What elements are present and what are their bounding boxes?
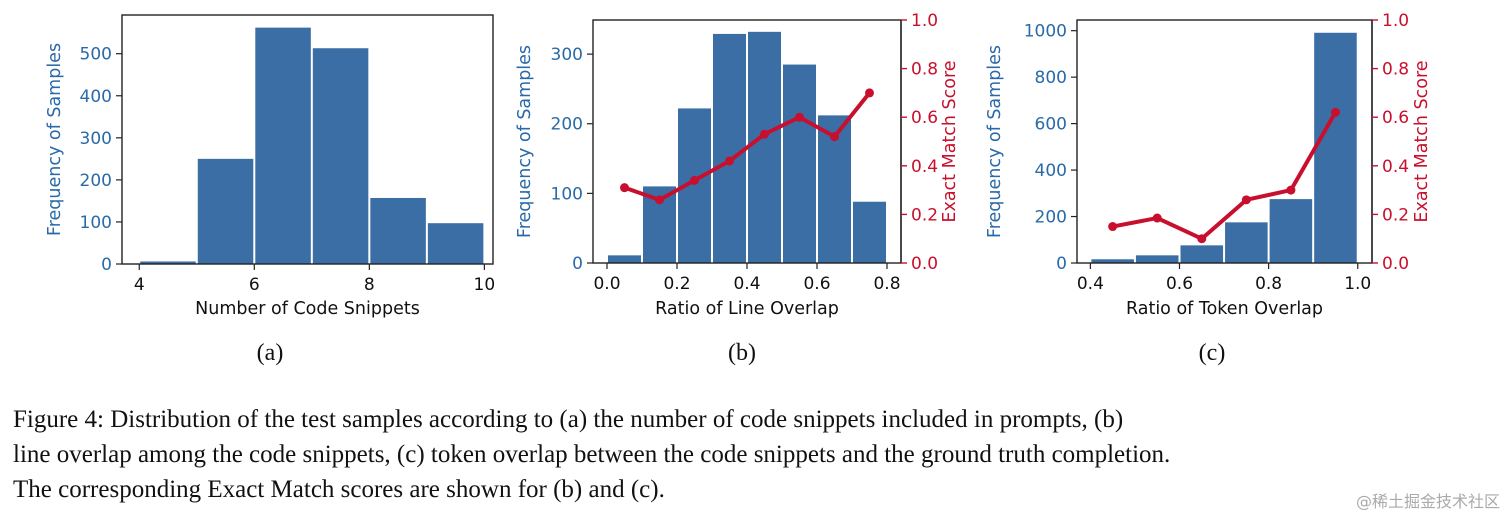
histogram-bar bbox=[255, 27, 311, 265]
y2-tick-label: 1.0 bbox=[911, 11, 938, 31]
x-tick-label: 0.4 bbox=[733, 274, 760, 294]
x-axis-label: Ratio of Line Overlap bbox=[655, 299, 839, 319]
histogram-bar bbox=[1314, 32, 1357, 263]
y-tick-label: 500 bbox=[80, 45, 112, 65]
panel-label: (a) bbox=[257, 340, 284, 366]
x-tick-label: 10 bbox=[474, 275, 496, 295]
y-tick-label: 300 bbox=[551, 45, 583, 65]
caption-line: Figure 4: Distribution of the test sampl… bbox=[13, 406, 1124, 433]
y-tick-label: 200 bbox=[551, 115, 583, 135]
x-axis-label: Ratio of Token Overlap bbox=[1126, 299, 1323, 319]
exact-match-point bbox=[1241, 195, 1251, 205]
exact-match-point bbox=[1330, 107, 1340, 117]
histogram-bar bbox=[140, 261, 196, 264]
y2-tick-label: 0.6 bbox=[911, 108, 938, 128]
y-tick-label: 0 bbox=[1056, 254, 1067, 274]
y-tick-label: 100 bbox=[551, 184, 583, 204]
histogram-bar bbox=[370, 197, 426, 264]
histogram-bar bbox=[197, 158, 254, 264]
caption-line: The corresponding Exact Match scores are… bbox=[13, 476, 665, 503]
exact-match-point bbox=[1152, 213, 1162, 223]
x-tick-label: 6 bbox=[249, 275, 260, 295]
exact-match-point bbox=[725, 156, 734, 166]
x-tick-label: 4 bbox=[134, 275, 145, 295]
exact-match-point bbox=[865, 88, 874, 98]
exact-match-point bbox=[1286, 185, 1296, 195]
y-tick-label: 0 bbox=[572, 254, 583, 274]
x-axis-label: Number of Code Snippets bbox=[195, 299, 420, 319]
exact-match-point bbox=[655, 195, 664, 205]
histogram-bar bbox=[312, 48, 369, 264]
chart-panel-b: 0.0 0.2 0.4 0.6 0.8 0 100 200 300 Ratio of Line O… bbox=[515, 11, 960, 366]
y2-tick-label: 0.2 bbox=[911, 205, 938, 225]
y-tick-label: 100 bbox=[80, 213, 112, 233]
exact-match-point bbox=[795, 112, 804, 122]
x-tick-label: 0.0 bbox=[593, 274, 620, 294]
exact-match-point bbox=[1197, 234, 1207, 244]
exact-match-line bbox=[623, 91, 872, 202]
x-tick-label: 0.2 bbox=[663, 274, 690, 294]
y2-axis-label: Exact Match Score bbox=[940, 60, 960, 222]
y-tick-label: 400 bbox=[1035, 161, 1067, 181]
x-tick-label: 1.0 bbox=[1344, 274, 1371, 294]
y2-tick-label: 0.8 bbox=[911, 60, 938, 80]
y-axis-label: Frequency of Samples bbox=[515, 45, 535, 238]
histogram-bar bbox=[853, 201, 886, 263]
exact-match-point bbox=[690, 175, 699, 185]
histogram-bar bbox=[1269, 199, 1313, 263]
y2-tick-label: 0.2 bbox=[1382, 205, 1409, 225]
chart-panel-c: 0.4 0.6 0.8 1.0 0 200 400 600 800 1000 Ratio of To… bbox=[985, 11, 1432, 366]
y-tick-label: 300 bbox=[80, 129, 112, 149]
y-tick-label: 800 bbox=[1035, 68, 1067, 88]
panel-label: (c) bbox=[1199, 340, 1226, 366]
x-tick-label: 0.4 bbox=[1077, 274, 1104, 294]
x-tick-label: 0.8 bbox=[1255, 274, 1282, 294]
panel-label: (b) bbox=[728, 340, 756, 366]
figure-caption: Figure 4: Distribution of the test sampl… bbox=[13, 402, 1503, 507]
y2-tick-label: 0.8 bbox=[1382, 60, 1409, 80]
y-tick-label: 400 bbox=[80, 87, 112, 107]
exact-match-point bbox=[760, 129, 769, 139]
axes-frame bbox=[121, 14, 494, 265]
y-tick-label: 0 bbox=[101, 255, 112, 275]
caption-line: line overlap among the code snippets, (c… bbox=[13, 441, 1171, 468]
y2-tick-label: 0.0 bbox=[1382, 254, 1409, 274]
y2-tick-label: 1.0 bbox=[1382, 11, 1409, 31]
y2-tick-label: 0.4 bbox=[1382, 157, 1409, 177]
histogram-bar bbox=[608, 255, 641, 263]
y2-tick-label: 0.6 bbox=[1382, 108, 1409, 128]
y-tick-label: 600 bbox=[1035, 115, 1067, 135]
x-tick-label: 8 bbox=[364, 275, 375, 295]
y-tick-label: 1000 bbox=[1024, 22, 1067, 42]
y-tick-label: 200 bbox=[1035, 208, 1067, 228]
histogram-bar bbox=[713, 33, 746, 263]
histogram-bar bbox=[1135, 255, 1179, 263]
histogram-bar bbox=[748, 31, 781, 264]
x-tick-label: 0.6 bbox=[1166, 274, 1193, 294]
y-axis-label: Frequency of Samples bbox=[45, 43, 65, 236]
histogram-bar bbox=[1091, 259, 1134, 263]
y2-axis-label: Exact Match Score bbox=[1412, 60, 1432, 222]
y-axis-label: Frequency of Samples bbox=[985, 45, 1005, 238]
exact-match-line bbox=[1112, 111, 1338, 241]
watermark: @稀土掘金技术社区 bbox=[1355, 492, 1500, 511]
x-tick-label: 0.8 bbox=[873, 274, 900, 294]
exact-match-point bbox=[620, 183, 629, 193]
histogram-bar bbox=[427, 223, 484, 264]
histogram-bar bbox=[783, 64, 816, 263]
exact-match-point bbox=[1108, 222, 1118, 232]
histogram-bar bbox=[1225, 222, 1268, 263]
y2-tick-label: 0.0 bbox=[911, 254, 938, 274]
y-tick-label: 200 bbox=[80, 171, 112, 191]
y2-tick-label: 0.4 bbox=[911, 157, 938, 177]
exact-match-point bbox=[830, 132, 839, 142]
x-tick-label: 0.6 bbox=[803, 274, 830, 294]
histogram-bar bbox=[1180, 245, 1224, 263]
